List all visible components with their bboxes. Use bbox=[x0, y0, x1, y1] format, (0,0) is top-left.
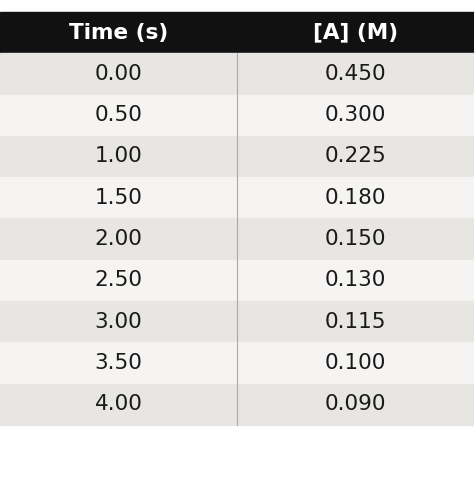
Text: 0.100: 0.100 bbox=[325, 353, 386, 373]
Bar bbox=[0, 384, 474, 425]
Text: 0.115: 0.115 bbox=[325, 312, 386, 332]
Bar bbox=[0, 342, 474, 384]
Text: 0.00: 0.00 bbox=[95, 64, 142, 84]
Text: 0.50: 0.50 bbox=[94, 105, 143, 125]
Text: Time (s): Time (s) bbox=[69, 23, 168, 43]
Text: 2.50: 2.50 bbox=[94, 270, 143, 290]
Bar bbox=[0, 260, 474, 301]
Text: 0.300: 0.300 bbox=[325, 105, 386, 125]
Text: 2.00: 2.00 bbox=[94, 229, 143, 249]
Bar bbox=[0, 218, 474, 260]
Bar bbox=[0, 95, 474, 136]
Text: 4.00: 4.00 bbox=[94, 394, 143, 414]
Bar bbox=[0, 301, 474, 342]
Bar bbox=[0, 177, 474, 218]
Text: 1.00: 1.00 bbox=[95, 146, 142, 167]
Text: 0.180: 0.180 bbox=[325, 188, 386, 208]
Text: 0.150: 0.150 bbox=[325, 229, 386, 249]
Text: 0.225: 0.225 bbox=[325, 146, 386, 167]
Text: 3.00: 3.00 bbox=[95, 312, 142, 332]
Bar bbox=[0, 136, 474, 177]
Bar bbox=[0, 53, 474, 95]
Text: 1.50: 1.50 bbox=[94, 188, 143, 208]
Text: 0.450: 0.450 bbox=[325, 64, 386, 84]
Bar bbox=[0, 12, 474, 53]
Text: [A] (M): [A] (M) bbox=[313, 23, 398, 43]
Text: 0.090: 0.090 bbox=[325, 394, 386, 414]
Text: 0.130: 0.130 bbox=[325, 270, 386, 290]
Text: 3.50: 3.50 bbox=[94, 353, 143, 373]
